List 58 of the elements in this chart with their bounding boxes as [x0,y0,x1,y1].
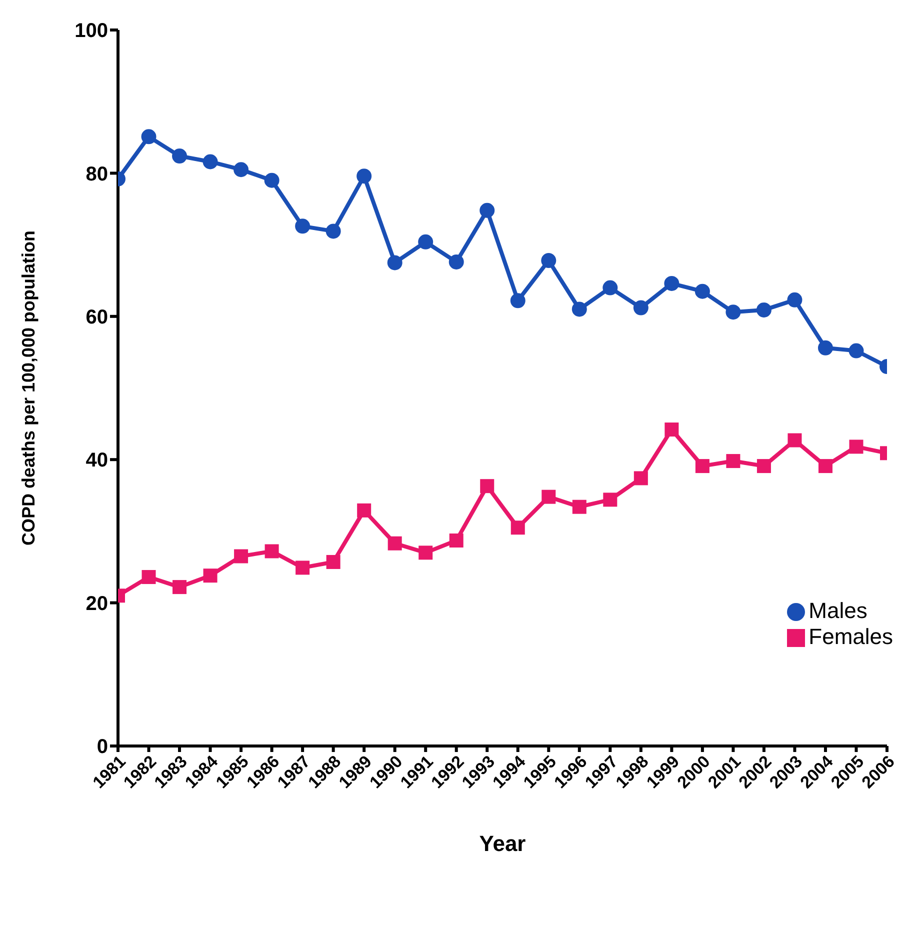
point [818,459,832,474]
x-axis-title: Year [479,831,526,856]
point [295,218,310,234]
point [326,554,340,569]
point [202,154,218,170]
y-tick-label: 60 [86,306,108,328]
y-tick-label: 100 [74,20,108,42]
legend-label: Males [808,598,868,623]
legend-label: Females [808,624,893,649]
point [542,490,556,504]
point [326,224,341,239]
point [541,253,556,268]
point [448,254,464,270]
point [480,202,495,218]
point [264,172,280,188]
point [449,534,464,548]
point [172,580,187,594]
point [510,293,526,308]
point [695,459,710,474]
point [788,433,802,448]
point [418,234,434,250]
point [603,492,618,507]
point [356,168,372,184]
y-axis-title: COPD deaths per 100,000 population [18,230,38,546]
y-tick-label: 20 [86,592,108,615]
point [510,520,525,535]
point [418,546,433,560]
point [726,304,741,320]
point [203,568,218,583]
point [634,471,648,486]
point [234,549,248,564]
point [694,284,710,299]
point [388,536,402,550]
point [756,302,772,318]
point [264,544,279,558]
point [172,148,188,164]
point [849,440,864,454]
point [572,302,587,317]
y-tick-label: 0 [96,736,108,758]
point [357,503,372,518]
point [787,292,802,308]
point [633,300,648,316]
point [726,454,740,468]
y-tick-label: 80 [86,163,108,186]
point [602,280,618,296]
point [234,162,249,178]
point [818,340,833,356]
point [480,479,494,494]
y-tick-label: 40 [86,450,108,472]
point [664,422,679,437]
point [142,570,156,584]
point [664,276,680,291]
point [848,343,864,358]
point [296,560,310,575]
point [572,500,586,514]
point [387,255,402,270]
point [141,129,156,144]
point [756,459,771,474]
